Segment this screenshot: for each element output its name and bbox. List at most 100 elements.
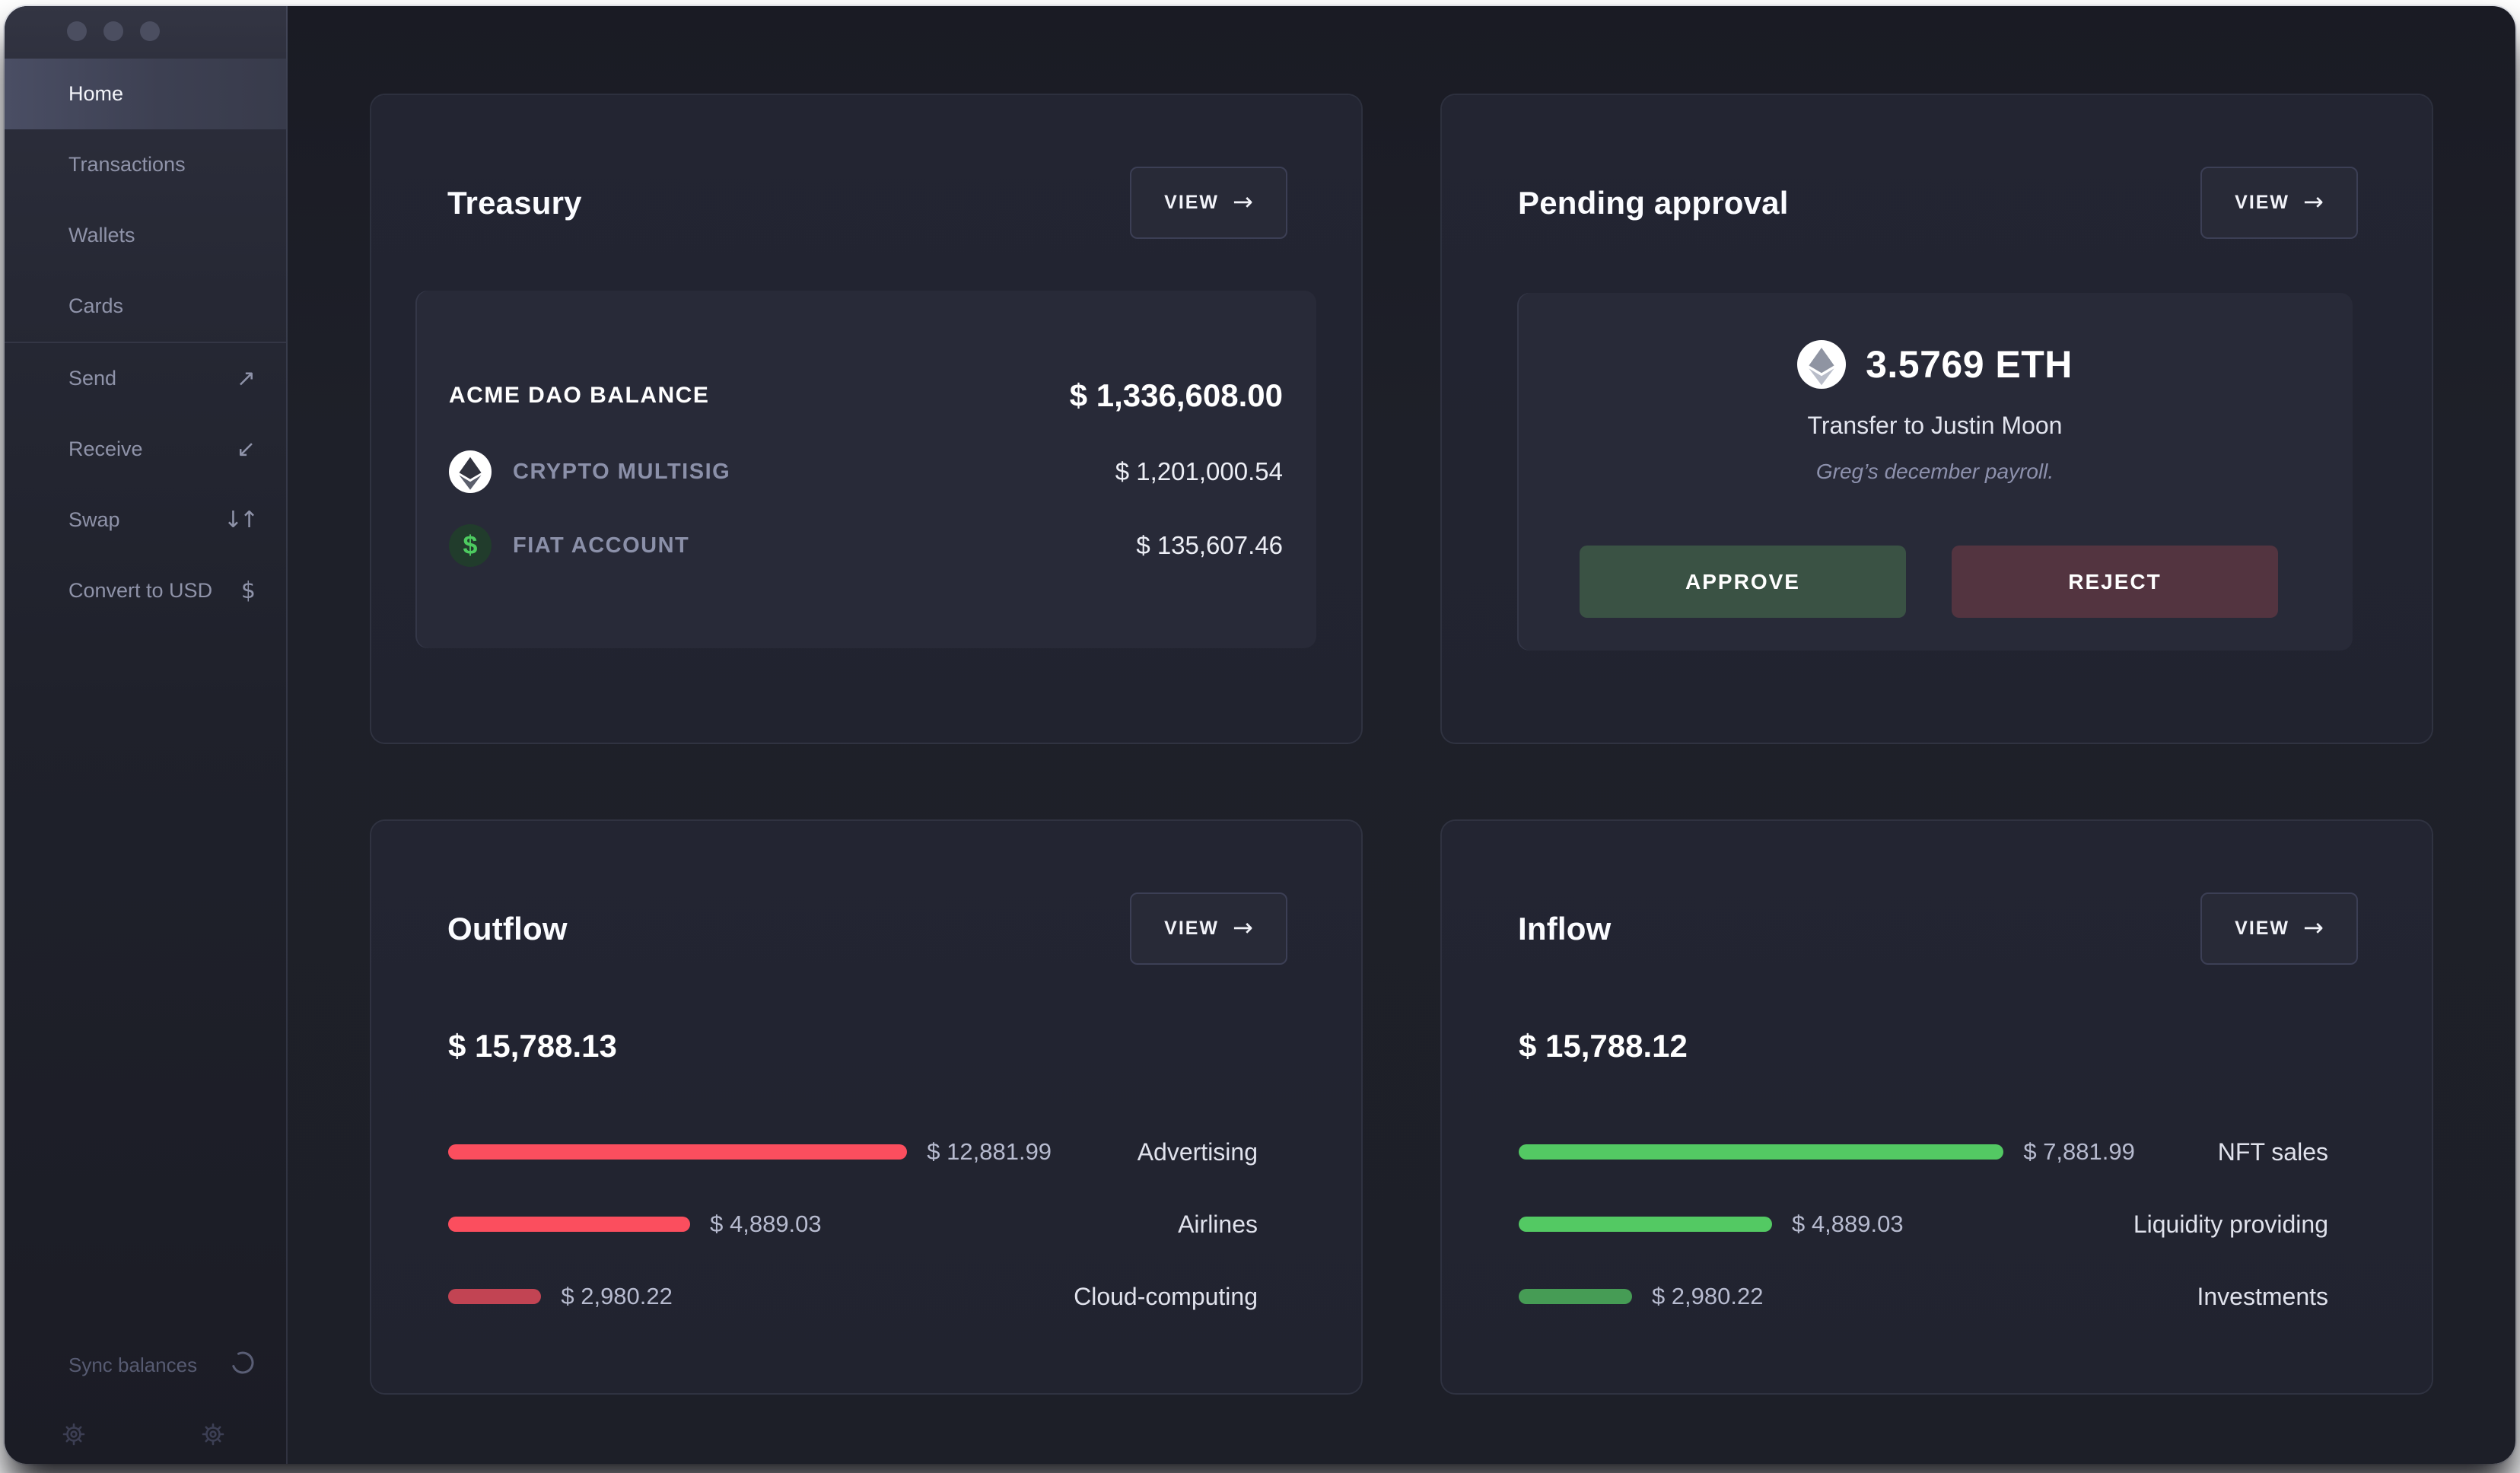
pending-transfer-note: Greg’s december payroll. bbox=[1815, 460, 2054, 483]
sidebar-item-label: Transactions bbox=[68, 153, 186, 176]
inflow-bar bbox=[1519, 1144, 2004, 1160]
inflow-view-button[interactable]: VIEW → bbox=[2200, 892, 2358, 965]
dollar-icon: $ bbox=[240, 577, 256, 604]
pending-transfer-description: Transfer to Justin Moon bbox=[1807, 412, 2063, 439]
dao-balance-row: ACME DAO BALANCE $ 1,336,608.00 bbox=[449, 374, 1283, 417]
pending-eth-amount: 3.5769 ETH bbox=[1866, 343, 2073, 386]
app-window: Home Transactions Wallets Cards Send ↗ R… bbox=[5, 6, 2515, 1464]
arrow-right-icon: → bbox=[2303, 187, 2324, 216]
sidebar-item-convert-to-usd[interactable]: Convert to USD $ bbox=[5, 555, 286, 626]
pending-transfer-panel: 3.5769 ETH Transfer to Justin Moon Greg’… bbox=[1517, 293, 2353, 651]
sidebar-divider bbox=[5, 342, 286, 343]
treasury-view-button[interactable]: VIEW → bbox=[1130, 167, 1287, 239]
crypto-multisig-label: CRYPTO MULTISIG bbox=[513, 459, 731, 484]
outflow-bar-amount: $ 12,881.99 bbox=[927, 1138, 1052, 1165]
treasury-card-header: Treasury VIEW → bbox=[447, 167, 1287, 239]
crypto-multisig-row: CRYPTO MULTISIG $ 1,201,000.54 bbox=[449, 450, 1283, 493]
view-button-label: VIEW bbox=[1164, 192, 1220, 213]
treasury-balance-panel: ACME DAO BALANCE $ 1,336,608.00 CRYPTO M… bbox=[415, 291, 1316, 648]
outflow-bar-row: $ 2,980.22 Cloud-computing bbox=[448, 1282, 1258, 1310]
treasury-title: Treasury bbox=[447, 184, 582, 221]
pending-view-button[interactable]: VIEW → bbox=[2200, 167, 2358, 239]
treasury-card: Treasury VIEW → ACME DAO BALANCE $ 1,336… bbox=[371, 95, 1361, 743]
window-minimize-button[interactable] bbox=[103, 21, 123, 41]
pending-amount-row: 3.5769 ETH bbox=[1797, 339, 2073, 390]
fiat-account-row: $ FIAT ACCOUNT $ 135,607.46 bbox=[449, 524, 1283, 567]
settings-gear-icon[interactable] bbox=[59, 1420, 88, 1452]
sidebar-item-label: Home bbox=[68, 82, 124, 105]
outflow-bar-category: Airlines bbox=[1178, 1210, 1258, 1238]
inflow-bar bbox=[1519, 1217, 1773, 1232]
dao-balance-label: ACME DAO BALANCE bbox=[449, 383, 710, 408]
eth-coin-icon bbox=[1797, 340, 1847, 389]
fiat-account-value: $ 135,607.46 bbox=[1136, 531, 1283, 559]
view-button-label: VIEW bbox=[1164, 918, 1220, 939]
inflow-bar-row: $ 4,889.03 Liquidity providing bbox=[1519, 1210, 2328, 1238]
outflow-card-header: Outflow VIEW → bbox=[447, 892, 1287, 965]
inflow-card-header: Inflow VIEW → bbox=[1518, 892, 2358, 965]
sidebar-item-label: Wallets bbox=[68, 224, 135, 247]
outflow-bar-category: Advertising bbox=[1137, 1137, 1258, 1166]
outflow-total: $ 15,788.13 bbox=[448, 1028, 617, 1064]
inflow-bar-row: $ 7,881.99 NFT sales bbox=[1519, 1137, 2328, 1166]
view-button-label: VIEW bbox=[2235, 192, 2290, 213]
crypto-multisig-value: $ 1,201,000.54 bbox=[1115, 457, 1283, 485]
inflow-bar-amount: $ 4,889.03 bbox=[1792, 1211, 1904, 1237]
outflow-bar bbox=[448, 1144, 908, 1160]
sync-balances-button[interactable]: Sync balances bbox=[68, 1350, 257, 1380]
reject-button[interactable]: REJECT bbox=[1952, 546, 2278, 618]
inflow-bar bbox=[1519, 1289, 1632, 1304]
outflow-bar-amount: $ 2,980.22 bbox=[561, 1283, 673, 1309]
sidebar-item-home[interactable]: Home bbox=[5, 59, 286, 129]
sidebar-item-transactions[interactable]: Transactions bbox=[5, 129, 286, 200]
approve-button[interactable]: APPROVE bbox=[1580, 546, 1906, 618]
inflow-bar-amount: $ 7,881.99 bbox=[2023, 1138, 2135, 1165]
window-zoom-button[interactable] bbox=[140, 21, 160, 41]
pending-approval-card: Pending approval VIEW → 3.5769 ETH Trans… bbox=[1442, 95, 2432, 743]
fiat-account-label: FIAT ACCOUNT bbox=[513, 533, 690, 558]
outflow-bar bbox=[448, 1289, 542, 1304]
swap-arrows-icon: ↓↑ bbox=[223, 507, 259, 533]
pending-approval-title: Pending approval bbox=[1518, 184, 1789, 221]
arrow-right-icon: → bbox=[1233, 187, 1253, 216]
sidebar: Home Transactions Wallets Cards Send ↗ R… bbox=[5, 6, 288, 1464]
inflow-total: $ 15,788.12 bbox=[1519, 1028, 1688, 1064]
outflow-card: Outflow VIEW → $ 15,788.13 $ 12,881.99 A… bbox=[371, 821, 1361, 1393]
sidebar-item-label: Cards bbox=[68, 294, 124, 317]
arrow-right-icon: → bbox=[2303, 913, 2324, 942]
sidebar-item-swap[interactable]: Swap ↓↑ bbox=[5, 485, 286, 555]
outflow-bar-amount: $ 4,889.03 bbox=[710, 1211, 822, 1237]
sidebar-item-cards[interactable]: Cards bbox=[5, 271, 286, 342]
outflow-title: Outflow bbox=[447, 910, 568, 946]
sync-balances-label: Sync balances bbox=[68, 1353, 198, 1376]
inflow-bars: $ 7,881.99 NFT sales $ 4,889.03 Liquidit… bbox=[1519, 1137, 2328, 1356]
inflow-bar-category: Liquidity providing bbox=[2133, 1210, 2328, 1238]
view-button-label: VIEW bbox=[2235, 918, 2290, 939]
sidebar-item-receive[interactable]: Receive ↙ bbox=[5, 414, 286, 485]
inflow-bar-category: Investments bbox=[2197, 1282, 2328, 1310]
sidebar-item-label: Send bbox=[68, 367, 117, 390]
eth-coin-icon bbox=[449, 450, 492, 493]
sidebar-item-label: Receive bbox=[68, 437, 143, 460]
pending-action-buttons: APPROVE REJECT bbox=[1580, 546, 2278, 618]
inflow-title: Inflow bbox=[1518, 910, 1612, 946]
sidebar-item-send[interactable]: Send ↗ bbox=[5, 343, 286, 414]
outflow-bars: $ 12,881.99 Advertising $ 4,889.03 Airli… bbox=[448, 1137, 1258, 1356]
sidebar-item-wallets[interactable]: Wallets bbox=[5, 200, 286, 271]
inflow-bar-amount: $ 2,980.22 bbox=[1651, 1283, 1764, 1309]
inflow-card: Inflow VIEW → $ 15,788.12 $ 7,881.99 NFT… bbox=[1442, 821, 2432, 1393]
settings-gear-icon[interactable] bbox=[199, 1420, 228, 1452]
inflow-bar-row: $ 2,980.22 Investments bbox=[1519, 1282, 2328, 1310]
inflow-bar-category: NFT sales bbox=[2217, 1137, 2328, 1166]
fiat-dollar-icon: $ bbox=[449, 524, 492, 567]
arrow-down-left-icon: ↙ bbox=[236, 436, 256, 463]
outflow-bar bbox=[448, 1217, 691, 1232]
arrow-up-right-icon: ↗ bbox=[236, 365, 256, 392]
outflow-bar-category: Cloud-computing bbox=[1074, 1282, 1258, 1310]
outflow-view-button[interactable]: VIEW → bbox=[1130, 892, 1287, 965]
window-controls bbox=[67, 21, 160, 41]
pending-card-header: Pending approval VIEW → bbox=[1518, 167, 2358, 239]
sidebar-item-label: Swap bbox=[68, 508, 120, 531]
window-close-button[interactable] bbox=[67, 21, 87, 41]
sidebar-item-label: Convert to USD bbox=[68, 579, 213, 602]
